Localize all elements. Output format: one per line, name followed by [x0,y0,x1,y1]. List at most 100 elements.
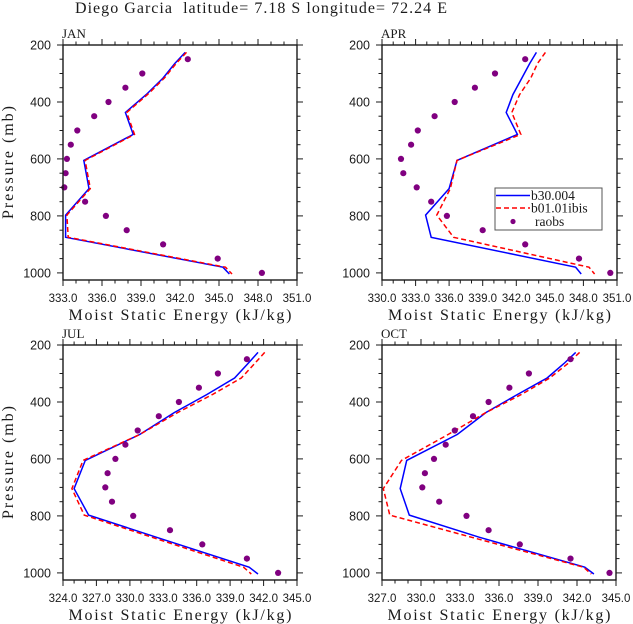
data-point-raobs [102,212,109,219]
y-axis-title: Pressure (mb) [0,106,17,219]
data-point-raobs [105,98,112,106]
legend-label: b01.01ibis [531,201,588,216]
data-point-raobs [130,512,137,520]
y-tick-label: 800 [349,509,370,523]
y-tick-label: 600 [30,452,51,466]
data-point-raobs [184,56,191,63]
data-point-raobs [442,441,449,448]
x-tick-label: 339.0 [524,593,553,605]
data-point-raobs [485,398,492,406]
y-tick-label: 400 [349,396,370,410]
data-point-raobs [214,370,221,377]
series-group [61,51,265,276]
data-point-raobs [430,455,438,462]
data-point-raobs [421,470,428,477]
data-point-raobs [451,427,458,434]
data-point-raobs [74,127,81,134]
x-axis-title: Moist Static Energy (kJ/kg) [388,307,611,324]
x-tick-label: 333.0 [149,593,178,605]
series-group [397,51,614,276]
series-line-b01-01ibis [71,351,266,575]
data-point-raobs [516,541,523,548]
data-point-raobs [491,70,499,77]
data-point-raobs [91,113,98,120]
data-point-raobs [413,184,420,191]
panel-jul: 324.0 327.0 330.0 333.0 336.0 339.0 342.0 345.0… [0,326,311,624]
y-tick-label: 200 [349,339,370,353]
data-point-raobs [428,198,435,205]
data-point-raobs [160,241,167,248]
x-tick-label: 336.0 [88,293,117,305]
data-point-raobs [102,484,109,491]
data-point-raobs [63,155,70,162]
panel-jan: 333.0 336.0 339.0 342.0 345.0 348.0 351.0 200 40… [0,26,311,324]
data-point-raobs [567,356,574,363]
data-point-raobs [155,413,162,420]
x-tick-label: 345.0 [283,593,312,605]
data-point-raobs [400,170,407,177]
y-tick-label: 200 [349,39,370,53]
data-point-raobs [134,427,141,434]
x-axis-title: Moist Static Energy (kJ/kg) [69,607,292,624]
legend-marker-raobs [510,218,516,225]
data-point-raobs [567,555,574,562]
y-tick-label: 800 [30,509,51,523]
data-point-raobs [62,170,69,177]
data-point-raobs [463,512,470,520]
x-tick-label: 333.0 [446,593,475,605]
x-tick-label: 351.0 [283,293,312,305]
x-tick-label: 327.0 [368,593,397,605]
y-tick-label: 600 [30,152,51,166]
data-point-raobs [606,569,613,577]
series-group [71,351,282,577]
data-point-raobs [471,84,478,91]
panel-title: OCT [381,326,407,341]
data-point-raobs [199,541,206,548]
series-line-b01-01ibis [66,51,233,275]
y-tick-label: 800 [349,209,370,223]
x-tick-label: 342.0 [249,593,278,605]
data-point-raobs [607,269,614,276]
x-tick-label: 345.0 [602,593,631,605]
y-tick-label: 200 [30,39,51,53]
x-tick-label: 342.0 [563,593,592,605]
data-point-raobs [522,241,529,248]
x-tick-label: 336.0 [485,593,514,605]
data-point-raobs [408,141,415,148]
data-point-raobs [525,370,533,377]
y-tick-label: 1000 [342,266,370,280]
x-tick-label: 336.0 [182,593,211,605]
x-tick-label: 345.0 [205,293,234,305]
x-axis-title: Moist Static Energy (kJ/kg) [69,307,292,324]
data-point-raobs [431,113,438,120]
panel-title: APR [381,26,407,41]
data-point-raobs [175,398,182,406]
data-point-raobs [214,255,221,262]
panel-oct: 327.0 330.0 333.0 336.0 339.0 342.0 345.0 200 40… [342,326,630,624]
figure-title: Diego Garcia latitude= 7.18 S longitude=… [75,0,447,17]
data-point-raobs [139,70,146,77]
data-point-raobs [108,498,116,505]
data-point-raobs [414,127,421,134]
data-point-raobs [485,527,492,534]
y-tick-label: 800 [30,209,51,223]
x-tick-label: 330.0 [407,593,436,605]
data-point-raobs [575,255,583,262]
data-point-raobs [243,356,250,363]
x-tick-label: 336.0 [435,293,464,305]
data-point-raobs [397,155,405,162]
x-axis-title: Moist Static Energy (kJ/kg) [388,607,611,624]
x-tick-label: 342.0 [502,293,531,305]
data-point-raobs [195,384,202,391]
data-point-raobs [166,527,174,534]
data-point-raobs [123,227,130,234]
x-tick-label: 324.0 [49,593,78,605]
data-point-raobs [243,555,250,562]
x-tick-label: 330.0 [116,593,145,605]
x-tick-label: 327.0 [82,593,111,605]
y-tick-label: 400 [30,396,51,410]
series-group [382,351,613,577]
data-point-raobs [522,56,529,63]
